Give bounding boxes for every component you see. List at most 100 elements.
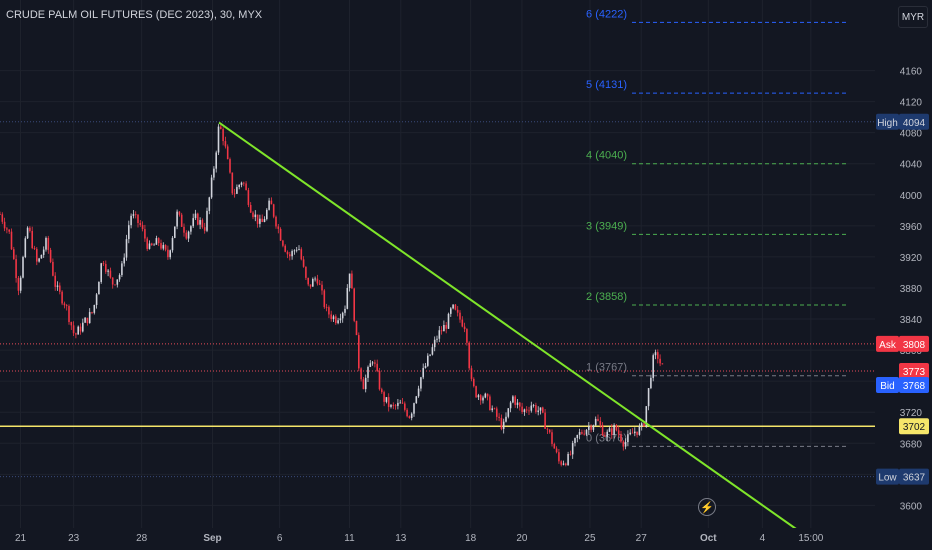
fib-label: 2 (3858): [586, 291, 627, 303]
candle-body: [174, 226, 176, 238]
candle-body: [77, 326, 79, 335]
candle-body: [323, 290, 326, 308]
candle-body: [332, 316, 335, 320]
candle-body: [500, 417, 503, 429]
candle-body: [447, 313, 450, 329]
candle-body: [482, 397, 484, 401]
candle-body: [376, 363, 378, 372]
candle-body: [243, 182, 245, 184]
time-tick-label: 25: [584, 533, 596, 544]
candle-body: [3, 221, 6, 229]
candle-body: [624, 442, 627, 447]
candle-body: [217, 126, 220, 153]
candle-body: [298, 249, 300, 250]
candle-body: [443, 325, 445, 332]
candle-body: [302, 259, 305, 267]
candle-body: [270, 200, 273, 205]
candle-body: [33, 248, 36, 249]
time-tick-label: 23: [68, 533, 80, 544]
price-tag-low: [876, 468, 899, 485]
candle-body: [617, 430, 620, 435]
candle-body: [392, 404, 395, 406]
candle-body: [330, 314, 332, 320]
candle-body: [415, 396, 418, 404]
price-tag-label: Low: [878, 473, 897, 484]
candle-body: [429, 354, 431, 356]
candle-body: [151, 243, 153, 245]
candle-body: [295, 249, 298, 251]
candle-body: [558, 452, 560, 462]
candle-body: [146, 238, 148, 249]
candle-body: [203, 227, 206, 231]
candle-body: [307, 277, 309, 285]
candle-body: [284, 245, 286, 252]
candle-body: [84, 317, 86, 323]
candle-body: [26, 227, 29, 239]
currency-button[interactable]: MYR: [898, 6, 928, 28]
chart-grid: [0, 0, 875, 537]
candle-body: [638, 426, 641, 435]
horizontal-lines: [0, 121, 875, 478]
candle-body: [473, 378, 475, 387]
price-tick-label: 4080: [900, 129, 923, 140]
candle-body: [157, 238, 160, 244]
candle-body: [109, 270, 112, 278]
time-tick-label: 27: [636, 533, 648, 544]
fib-label: 1 (3767): [586, 362, 627, 374]
candle-body: [358, 335, 360, 369]
candle-body: [378, 371, 381, 390]
fib-label: 0 (3676): [586, 432, 627, 444]
candle-body: [293, 250, 296, 252]
candle-body: [300, 249, 303, 260]
candle-body: [82, 322, 84, 332]
candle-body: [229, 159, 231, 173]
time-tick-label: 6: [277, 533, 283, 544]
candle-body: [546, 428, 549, 430]
candle-body: [240, 182, 243, 185]
candle-body: [160, 243, 162, 249]
candle-body: [114, 284, 116, 286]
candle-body: [652, 355, 654, 378]
candle-body: [272, 204, 275, 217]
price-label-value: 3808: [903, 340, 926, 351]
candle-body: [459, 312, 461, 320]
candle-body: [130, 215, 132, 226]
candle-body: [532, 405, 535, 406]
candle-body: [507, 408, 510, 417]
candle-body: [249, 204, 252, 213]
candle-body: [502, 421, 505, 429]
candle-body: [599, 420, 602, 425]
candle-body: [116, 279, 119, 285]
candle-body: [611, 428, 613, 435]
candle-body: [408, 416, 411, 419]
candle-body: [111, 277, 114, 285]
candle-body: [139, 223, 142, 226]
price-tick-label: 3720: [900, 408, 923, 419]
candle-body: [385, 397, 388, 402]
candle-body: [91, 312, 93, 313]
symbol-title: CRUDE PALM OIL FUTURES (DEC 2023), 30, M…: [6, 9, 263, 21]
candle-body: [640, 423, 643, 427]
candle-body: [505, 416, 507, 422]
candle-body: [643, 423, 645, 427]
candle-body: [15, 259, 17, 279]
candle-body: [52, 261, 54, 276]
price-label-support: [899, 418, 929, 435]
candle-body: [560, 461, 562, 465]
candle-body: [445, 325, 447, 329]
candle-body: [105, 264, 107, 272]
time-tick-label: Sep: [203, 533, 221, 544]
candle-body: [440, 330, 443, 332]
candle-body: [597, 418, 599, 421]
candle-body: [125, 239, 128, 258]
candle-body: [167, 249, 169, 258]
candle-body: [420, 377, 422, 389]
candle-body: [627, 434, 629, 443]
candle-body: [521, 406, 523, 413]
lightning-icon[interactable]: ⚡: [698, 498, 716, 516]
candle-body: [215, 152, 217, 169]
time-axis: 21 23 28 Sep 6 11 13 18 20 25 27 Oct 4 15:00: [0, 528, 932, 550]
candle-body: [606, 431, 608, 437]
candle-body: [79, 326, 82, 332]
